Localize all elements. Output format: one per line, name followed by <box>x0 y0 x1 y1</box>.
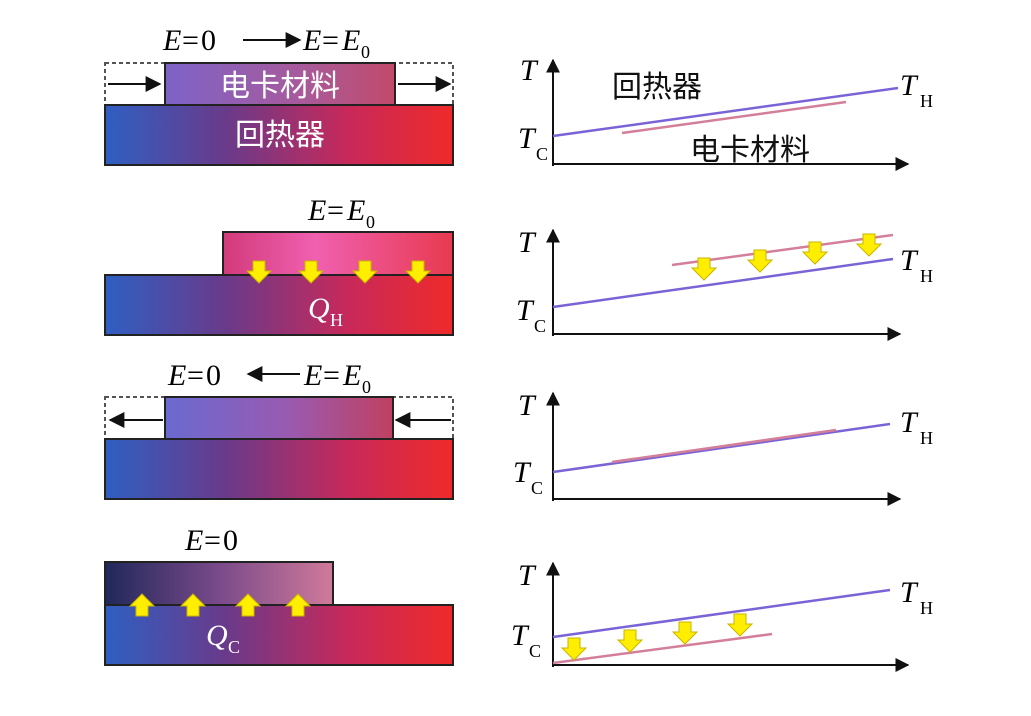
regenerator-temp-line <box>552 588 891 639</box>
field-label-zero: 0 <box>223 524 238 557</box>
stage-3-left: E = 0 E = E 0 <box>104 359 454 500</box>
heat-flow-arrow <box>561 637 587 661</box>
stage-1-right: T T C T H 回热器 电卡材料 <box>518 54 933 171</box>
field-label-E: E <box>307 194 326 227</box>
stage-1-left: E = 0 E = E 0 电卡材料 回热器 <box>104 24 454 166</box>
field-label-E: E <box>303 359 322 392</box>
label-TH-sub: H <box>920 428 933 448</box>
regenerator-block <box>104 438 454 500</box>
field-label-E: E <box>184 524 203 557</box>
field-label-E0-sub: 0 <box>361 42 370 62</box>
ec-material-block <box>222 231 454 276</box>
ec-material-temp-line <box>621 100 847 135</box>
label-TH-sub: H <box>920 91 933 111</box>
label-TC-sub: C <box>534 316 546 336</box>
ec-material-curve-label: 电卡材料 <box>690 133 810 168</box>
field-label-eq: = <box>187 359 204 392</box>
field-label-zero: 0 <box>201 24 216 57</box>
field-label-E: E <box>162 24 181 57</box>
field-label-E0: E <box>342 359 361 392</box>
label-TH-sub: H <box>920 598 933 618</box>
label-TC: T <box>513 456 532 489</box>
label-TC: T <box>511 619 530 652</box>
stage-3-right: T T C T H <box>513 389 933 506</box>
ec-material-temp-line <box>552 632 773 665</box>
field-label-E0: E <box>346 194 365 227</box>
label-TH: T <box>900 69 919 102</box>
regenerator-block <box>104 274 454 336</box>
heat-flow-arrow <box>727 613 753 637</box>
regenerator-temp-line <box>552 422 891 474</box>
ec-material-block <box>164 396 394 440</box>
label-QC: Q <box>206 619 228 652</box>
field-label-E0-sub: 0 <box>366 212 375 232</box>
regenerator-curve-label: 回热器 <box>612 70 702 105</box>
field-label-eq: = <box>322 24 339 57</box>
heat-flow-arrow <box>672 621 698 645</box>
field-label-E: E <box>302 24 321 57</box>
stage-2-right: T T C T H <box>516 226 933 341</box>
regenerator-block <box>104 104 454 166</box>
label-TC-sub: C <box>536 144 548 164</box>
ec-material-label: 电卡材料 <box>220 69 340 104</box>
label-TC-sub: C <box>531 478 543 498</box>
label-QH: Q <box>308 292 330 325</box>
regenerator-label: 回热器 <box>235 118 325 153</box>
field-label-eq: = <box>182 24 199 57</box>
field-label-eq: = <box>327 194 344 227</box>
axis-label-T: T <box>518 226 537 259</box>
label-QC-sub: C <box>228 637 240 657</box>
label-TH: T <box>900 244 919 277</box>
axis-label-T: T <box>518 389 537 422</box>
label-TH: T <box>900 406 919 439</box>
ec-material-block <box>164 62 396 106</box>
label-TH-sub: H <box>920 266 933 286</box>
field-label-zero: 0 <box>206 359 221 392</box>
field-label-eq: = <box>204 524 221 557</box>
label-QH-sub: H <box>330 310 343 330</box>
field-label-E0: E <box>341 24 360 57</box>
label-TC: T <box>516 294 535 327</box>
field-label-E: E <box>167 359 186 392</box>
stage-4-left: E = 0 Q C <box>104 524 454 666</box>
axis-label-T: T <box>518 559 537 592</box>
label-TC: T <box>518 122 537 155</box>
axis-label-T: T <box>520 54 539 87</box>
label-TH: T <box>900 576 919 609</box>
ec-material-temp-line <box>611 428 837 464</box>
regenerator-temp-line <box>552 257 894 309</box>
stage-4-right: T T C T H <box>511 559 933 672</box>
regenerator-block <box>104 604 454 666</box>
field-label-E0-sub: 0 <box>362 377 371 397</box>
regenerator-temp-line <box>552 86 899 138</box>
field-label-eq: = <box>323 359 340 392</box>
heat-flow-arrow <box>617 629 643 653</box>
stage-2-left: E = E 0 Q H <box>104 194 454 336</box>
label-TC-sub: C <box>529 641 541 661</box>
